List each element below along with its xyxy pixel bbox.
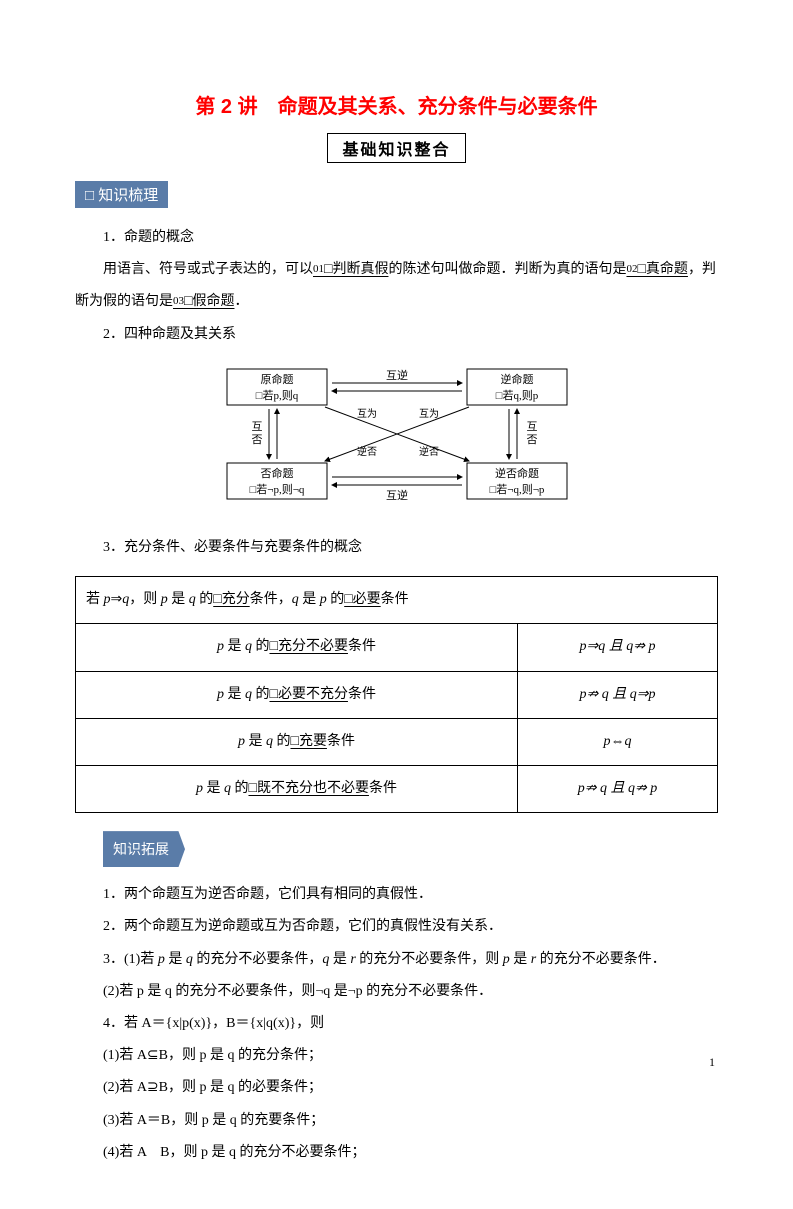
document-page: 第 2 讲 命题及其关系、充分条件与必要条件 基础知识整合 □ 知识梳理 1．命…	[0, 0, 793, 1209]
edge-d1a: 互为	[357, 408, 377, 420]
page-number: 1	[709, 1055, 715, 1070]
edge-left-1: 互	[251, 421, 262, 433]
heading-1: 1．命题的概念	[75, 222, 718, 254]
cell-right: p⇔q	[517, 718, 717, 765]
node-converse-a: 逆命题	[500, 372, 533, 386]
underline-judge: 01□判断真假	[313, 262, 388, 277]
node-negation-a: 否命题	[260, 466, 293, 480]
ext-3: 3．(1)若 p 是 q 的充分不必要条件，q 是 r 的充分不必要条件，则 p…	[75, 944, 718, 976]
table-row: p 是 q 的□充要条件 p⇔q	[76, 718, 718, 765]
underline-true: 02□真命题	[626, 262, 687, 277]
edge-left-2: 否	[251, 434, 262, 446]
cell-left: p 是 q 的□充要条件	[76, 718, 518, 765]
node-contrapos-b: □若¬q,则¬p	[489, 483, 544, 496]
heading-3: 3．充分条件、必要条件与充要条件的概念	[75, 532, 718, 564]
table-row: 若 p⇒q，则 p 是 q 的□充分条件，q 是 p 的□必要条件	[76, 577, 718, 624]
u-sufficient: □充分	[213, 592, 249, 607]
ext-4-4: (4)若 A B，则 p 是 q 的充分不必要条件；	[75, 1137, 718, 1169]
conditions-table: 若 p⇒q，则 p 是 q 的□充分条件，q 是 p 的□必要条件 p 是 q …	[75, 576, 718, 813]
ext-3-2: (2)若 p 是 q 的充分不必要条件，则¬q 是¬p 的充分不必要条件．	[75, 976, 718, 1008]
cell-right: p⇏ q 且 q⇏ p	[517, 765, 717, 812]
cell-right: p⇒q 且 q⇏ p	[517, 624, 717, 671]
table-row: p 是 q 的□充分不必要条件 p⇒q 且 q⇏ p	[76, 624, 718, 671]
edge-top: 互逆	[386, 368, 408, 382]
cell-left: p 是 q 的□既不充分也不必要条件	[76, 765, 518, 812]
body-content: 1．命题的概念 用语言、符号或式子表达的，可以01□判断真假的陈述句叫做命题．判…	[75, 222, 718, 1169]
node-original-b: □若p,则q	[255, 389, 298, 402]
edge-right-1: 互	[526, 421, 537, 433]
lecture-title: 第 2 讲 命题及其关系、充分条件与必要条件	[75, 90, 718, 119]
diagram-svg: 原命题 □若p,则q 逆命题 □若q,则p 否命题 □若¬p,则¬q 逆否命题 …	[207, 359, 587, 509]
para-definition: 用语言、符号或式子表达的，可以01□判断真假的陈述句叫做命题．判断为真的语句是0…	[75, 254, 718, 318]
ext-4: 4．若 A＝{x|p(x)}，B＝{x|q(x)}，则	[75, 1008, 718, 1040]
text: 的陈述句叫做命题．判断为真的语句是	[388, 262, 626, 277]
edge-d2a: 互为	[419, 408, 439, 420]
edge-d2b: 逆否	[357, 445, 377, 458]
section-tag-extension: 知识拓展	[103, 831, 185, 867]
node-negation-b: □若¬p,则¬q	[249, 483, 304, 496]
banner-wrap: 基础知识整合	[75, 133, 718, 163]
table-row: p 是 q 的□必要不充分条件 p⇏ q 且 q⇒p	[76, 671, 718, 718]
u-necessary: □必要	[344, 592, 380, 607]
underline-false: 03□假命题	[173, 294, 234, 309]
ext-4-1: (1)若 A⊆B，则 p 是 q 的充分条件；	[75, 1040, 718, 1072]
edge-d1b: 逆否	[419, 445, 439, 458]
ext-1: 1．两个命题互为逆否命题，它们具有相同的真假性．	[75, 879, 718, 911]
cell-left: p 是 q 的□充分不必要条件	[76, 624, 518, 671]
four-propositions-diagram: 原命题 □若p,则q 逆命题 □若q,则p 否命题 □若¬p,则¬q 逆否命题 …	[75, 359, 718, 522]
node-converse-b: □若q,则p	[495, 389, 538, 402]
cell-left: p 是 q 的□必要不充分条件	[76, 671, 518, 718]
cell-right: p⇏ q 且 q⇒p	[517, 671, 717, 718]
knowledge-section: □ 知识梳理	[75, 181, 718, 222]
cell-header: 若 p⇒q，则 p 是 q 的□充分条件，q 是 p 的□必要条件	[76, 577, 718, 624]
ext-4-3: (3)若 A＝B，则 p 是 q 的充要条件；	[75, 1105, 718, 1137]
ext-4-2: (2)若 A⊇B，则 p 是 q 的必要条件；	[75, 1072, 718, 1104]
extension-section: 知识拓展	[75, 831, 718, 879]
ext-2: 2．两个命题互为逆命题或互为否命题，它们的真假性没有关系．	[75, 911, 718, 943]
table-row: p 是 q 的□既不充分也不必要条件 p⇏ q 且 q⇏ p	[76, 765, 718, 812]
section-banner: 基础知识整合	[327, 133, 465, 163]
edge-right-2: 否	[526, 434, 537, 446]
text: ．	[234, 294, 248, 309]
node-contrapos-a: 逆否命题	[495, 466, 539, 480]
edge-bottom: 互逆	[386, 488, 408, 502]
text: 用语言、符号或式子表达的，可以	[103, 262, 313, 277]
section-tag-knowledge: □ 知识梳理	[75, 181, 168, 208]
node-original-a: 原命题	[260, 372, 293, 386]
heading-2: 2．四种命题及其关系	[75, 319, 718, 351]
